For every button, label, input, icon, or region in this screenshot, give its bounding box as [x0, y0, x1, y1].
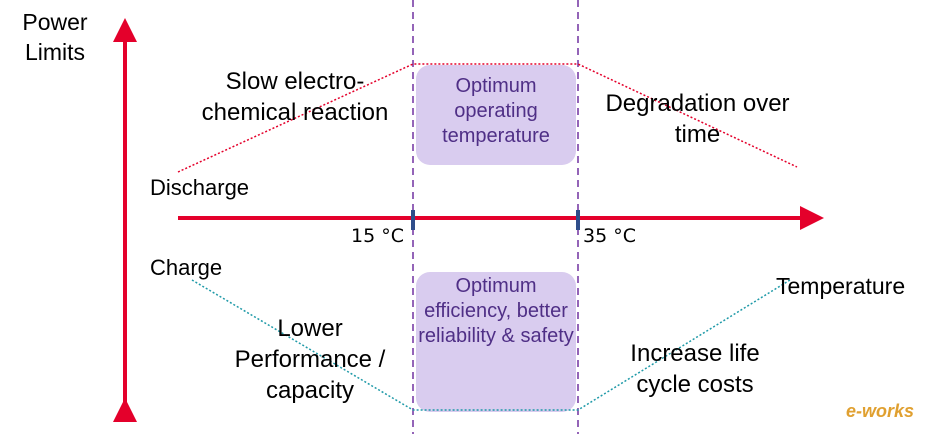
upper-left-note: Slow electro-chemical reaction [201, 68, 389, 127]
lower-box-text: Optimum efficiency, better reliability &… [418, 275, 574, 347]
watermark: e-works [846, 401, 915, 421]
tick-label: 35 °C [583, 225, 636, 247]
charge-curve [191, 279, 791, 411]
lower-label: Charge [150, 255, 223, 280]
upper-right-note: Degradation over time [605, 90, 790, 149]
upper-box [416, 65, 576, 165]
x-axis-label: Temperature [776, 273, 906, 299]
y-axis-label: Power Limits [22, 9, 88, 65]
upper-box-text: Optimum operating temperature [442, 75, 550, 147]
tick-label: 15 °C [351, 225, 404, 247]
lower-left-note: Lower Performance / capacity [234, 315, 386, 405]
tick-mark [576, 210, 580, 230]
discharge-curve [177, 63, 798, 173]
lower-right-note: Increase life cycle costs [630, 340, 760, 399]
tick-mark [411, 210, 415, 230]
lower-box [416, 272, 576, 412]
upper-label: Discharge [150, 175, 250, 200]
